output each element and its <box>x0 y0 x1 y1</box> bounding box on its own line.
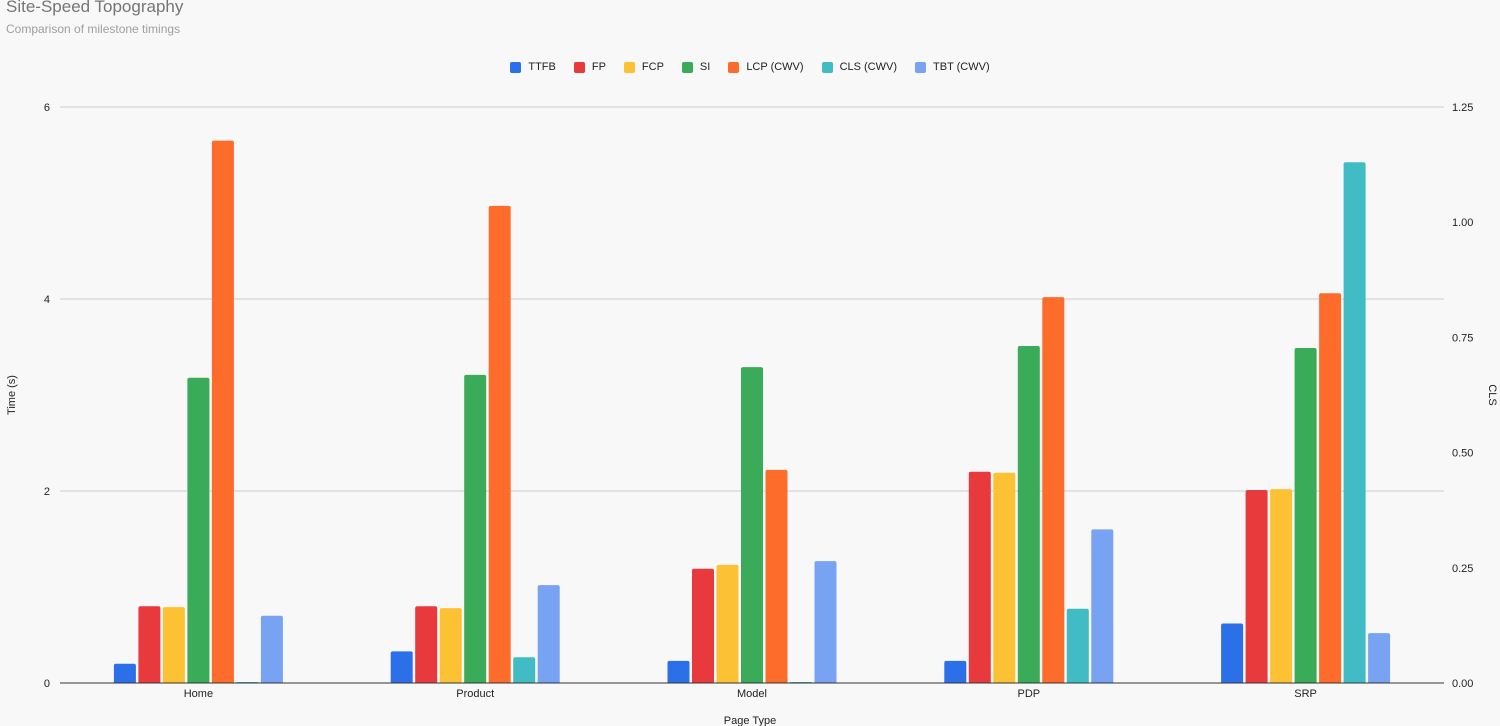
legend-swatch <box>573 61 585 73</box>
x-tick-label: PDP <box>1017 688 1040 700</box>
bar-ttfb-home <box>113 663 136 683</box>
bar-lcp-cwv-product <box>488 205 511 683</box>
legend-swatch <box>728 61 740 73</box>
bar-cls-cwv-srp <box>1343 162 1366 683</box>
bar-ttfb-pdp <box>944 660 967 683</box>
y-tick-label: 2 <box>44 486 50 498</box>
bar-lcp-cwv-srp <box>1319 293 1342 683</box>
bar-tbt-cwv-product <box>537 585 560 683</box>
bars <box>113 140 1391 684</box>
x-tick-label: Model <box>737 688 767 700</box>
bar-si-srp <box>1294 347 1317 683</box>
y2-tick-label: 0.00 <box>1452 678 1473 690</box>
bar-lcp-cwv-pdp <box>1042 297 1065 683</box>
legend-label: LCP (CWV) <box>746 61 804 73</box>
bar-si-pdp <box>1017 346 1040 683</box>
legend-swatch <box>623 61 635 73</box>
legend-label: TTFB <box>528 61 556 73</box>
x-tick-label: Home <box>184 688 213 700</box>
chart-subtitle: Comparison of milestone timings <box>6 22 181 36</box>
chart-title: Site-Speed Topography <box>6 0 184 16</box>
y-tick-label: 4 <box>44 294 50 306</box>
legend-item[interactable]: SI <box>681 61 711 73</box>
y2-tick-label: 0.25 <box>1452 563 1473 575</box>
bar-tbt-cwv-pdp <box>1091 529 1114 683</box>
bar-fcp-pdp <box>993 472 1016 683</box>
bar-fcp-srp <box>1270 489 1293 683</box>
legend-item[interactable]: FP <box>573 61 606 73</box>
x-tick-label: SRP <box>1294 688 1317 700</box>
bar-ttfb-srp <box>1221 623 1244 683</box>
legend-item[interactable]: TBT (CWV) <box>915 61 990 73</box>
bar-ttfb-product <box>390 651 413 683</box>
x-tick-label: Product <box>456 688 494 700</box>
y-tick-label: 0 <box>44 678 50 690</box>
bar-tbt-cwv-srp <box>1368 633 1391 683</box>
bar-tbt-cwv-model <box>814 561 837 683</box>
bar-fp-home <box>138 606 161 683</box>
legend-item[interactable]: CLS (CWV) <box>821 61 898 73</box>
legend-label: CLS (CWV) <box>839 61 898 73</box>
y2-tick-label: 0.75 <box>1452 332 1473 344</box>
legend-item[interactable]: FCP <box>623 61 664 73</box>
bar-fp-product <box>415 606 438 683</box>
legend-label: FCP <box>641 61 664 73</box>
y-axis-title: Time (s) <box>6 375 18 415</box>
bar-fp-pdp <box>968 471 991 683</box>
legend-label: SI <box>699 61 711 73</box>
bar-fp-srp <box>1245 490 1268 683</box>
y-tick-label: 6 <box>44 102 50 114</box>
legend-swatch <box>681 61 693 73</box>
legend-label: TBT (CWV) <box>933 61 990 73</box>
bar-ttfb-model <box>667 660 690 683</box>
legend-swatch <box>915 61 927 73</box>
bar-lcp-cwv-home <box>211 140 234 684</box>
x-axis-title: Page Type <box>724 715 776 726</box>
axes: 0 2 4 6 0.00 0.25 0.50 0.75 1.00 1.25 Home Product M… <box>44 102 1474 700</box>
y2-tick-label: 1.25 <box>1452 102 1473 114</box>
bar-fcp-model <box>716 564 739 683</box>
legend-label: FP <box>591 61 606 73</box>
y2-axis-title: CLS <box>1486 384 1498 405</box>
bar-fcp-home <box>162 607 185 683</box>
bar-cls-cwv-product <box>513 657 536 683</box>
bar-lcp-cwv-model <box>765 469 788 683</box>
legend-item[interactable]: TTFB <box>510 61 556 73</box>
bar-fp-model <box>692 568 714 683</box>
bar-fcp-product <box>439 608 462 683</box>
bar-si-model <box>741 367 763 683</box>
legend-swatch <box>821 61 833 73</box>
y2-tick-label: 0.50 <box>1452 448 1473 460</box>
legend-item[interactable]: LCP (CWV) <box>728 61 804 73</box>
bar-si-home <box>187 377 210 683</box>
legend-swatch <box>510 61 522 73</box>
chart-legend: TTFB FP FCP SI LCP (CWV) CLS (CWV) TBT (CWV) <box>0 61 1500 73</box>
bar-tbt-cwv-home <box>260 615 283 683</box>
bar-cls-cwv-pdp <box>1066 608 1089 683</box>
y2-tick-label: 1.00 <box>1452 217 1473 229</box>
bar-si-product <box>464 374 487 683</box>
